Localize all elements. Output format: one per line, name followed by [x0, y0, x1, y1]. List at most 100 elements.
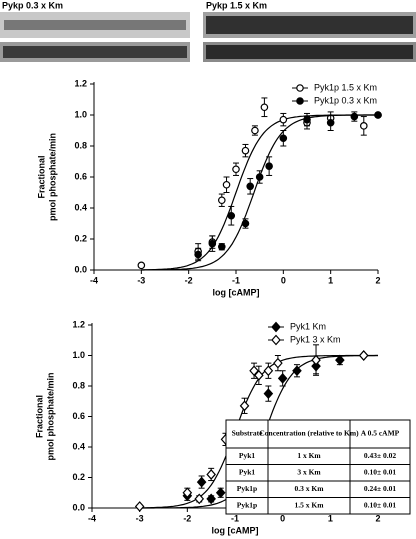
y-tick-label: 0.0 — [74, 264, 87, 274]
table-header: A 0.5 cAMP — [361, 429, 400, 438]
data-point — [279, 115, 288, 124]
data-point — [218, 242, 226, 251]
data-point — [260, 103, 269, 112]
y-tick-label: 0.2 — [72, 472, 85, 482]
y-tick-label: 1.0 — [72, 350, 85, 360]
y-tick-label: 0.6 — [74, 171, 87, 181]
x-tick-label: -1 — [231, 513, 239, 523]
x-tick-label: 0 — [281, 275, 286, 285]
table-cell: Pyk1 — [239, 467, 256, 476]
y-tick-label: 0.8 — [72, 380, 85, 390]
data-point — [350, 112, 359, 121]
table-cell: 0.10± 0.01 — [364, 500, 396, 509]
data-point — [222, 180, 231, 189]
x-tick-label: 2 — [375, 513, 380, 523]
fit-curve — [141, 114, 378, 271]
table-cell: 0.3 x Km — [295, 484, 325, 493]
data-point — [263, 365, 274, 377]
legend-label: Pyk1p 1.5 x Km — [314, 82, 377, 92]
y-tick-label: 0.4 — [72, 441, 85, 451]
x-tick-label: -4 — [88, 513, 96, 523]
data-point — [182, 487, 193, 499]
data-point — [254, 369, 264, 381]
data-point — [232, 165, 240, 174]
data-point — [194, 493, 205, 505]
y-axis-label: Fractional — [34, 395, 44, 438]
legend-label: Pyk1p 0.3 x Km — [314, 95, 377, 105]
data-point — [241, 219, 250, 228]
table-cell: 0.24± 0.01 — [364, 484, 396, 493]
data-point — [215, 487, 226, 499]
table-border — [225, 419, 411, 515]
blot-label: Pykp 0.3 x Km — [2, 0, 63, 10]
data-point — [273, 357, 283, 369]
y-tick-label: 0.4 — [74, 202, 87, 212]
x-tick-label: 0 — [280, 513, 285, 523]
data-point — [358, 350, 369, 361]
x-axis-label: log [cAMP] — [212, 525, 259, 535]
y-tick-label: 1.0 — [74, 109, 87, 119]
table-cell: Pyk1p — [237, 500, 257, 509]
data-point — [249, 365, 259, 377]
x-tick-label: -3 — [136, 513, 144, 523]
x-tick-label: 2 — [375, 275, 380, 285]
data-point — [137, 261, 146, 270]
data-point — [374, 111, 382, 119]
y-tick-label: 0.6 — [72, 411, 85, 421]
y-tick-label: 0.8 — [74, 140, 87, 150]
x-tick-label: 1 — [328, 275, 333, 285]
data-point — [239, 400, 250, 412]
y-tick-label: 0.0 — [72, 502, 85, 512]
data-point — [265, 162, 273, 170]
table-header: Substrate — [232, 429, 264, 438]
table-header: Concentration (relative to Km) — [259, 429, 359, 438]
legend-label: Pyk1 Km — [290, 321, 326, 331]
x-tick-label: -2 — [185, 275, 193, 285]
data-point — [246, 182, 255, 191]
y-tick-label: 0.2 — [74, 233, 87, 243]
data-point — [359, 122, 368, 130]
x-tick-label: -3 — [137, 275, 145, 285]
table-cell: 0.10± 0.01 — [364, 467, 396, 476]
table-cell: 1 x Km — [297, 451, 321, 460]
data-point — [218, 196, 226, 205]
legend-label: Pyk1 3 x Km — [290, 334, 341, 344]
data-point — [279, 134, 288, 143]
data-point — [206, 469, 216, 480]
y-axis-label: Fractional — [36, 155, 46, 198]
table-cell: 3 x Km — [297, 467, 321, 476]
x-axis-label: log [cAMP] — [213, 287, 260, 297]
x-tick-label: -4 — [90, 275, 98, 285]
x-tick-label: -1 — [232, 275, 240, 285]
table-cell: Pyk1 — [239, 451, 256, 460]
data-point — [255, 173, 264, 181]
data-point — [206, 493, 216, 505]
data-point — [208, 239, 217, 248]
data-point — [251, 126, 259, 135]
blot-label: Pykp 1.5 x Km — [206, 0, 267, 10]
blot-images — [0, 12, 416, 62]
legend-marker — [271, 321, 281, 333]
data-point — [335, 354, 345, 366]
data-point — [241, 146, 250, 155]
data-point — [326, 118, 335, 127]
data-point — [277, 372, 288, 384]
legend-marker — [296, 97, 304, 105]
data-point — [263, 388, 274, 400]
data-point — [303, 115, 311, 124]
x-tick-label: 1 — [328, 513, 333, 523]
data-point — [292, 365, 302, 377]
data-point — [311, 354, 321, 366]
table-cell: 1.5 x Km — [295, 500, 325, 509]
y-tick-label: 1.2 — [74, 78, 87, 88]
data-point — [227, 211, 236, 220]
table-cell: 0.43± 0.02 — [364, 451, 396, 460]
data-point — [194, 250, 202, 259]
data-point — [196, 476, 207, 488]
legend-marker — [271, 334, 281, 346]
table-cell: Pyk1p — [237, 484, 257, 493]
y-axis-label: pmol phosphate/min — [45, 372, 55, 460]
y-tick-label: 1.2 — [72, 319, 85, 329]
y-axis-label: pmol phosphate/min — [47, 133, 57, 221]
